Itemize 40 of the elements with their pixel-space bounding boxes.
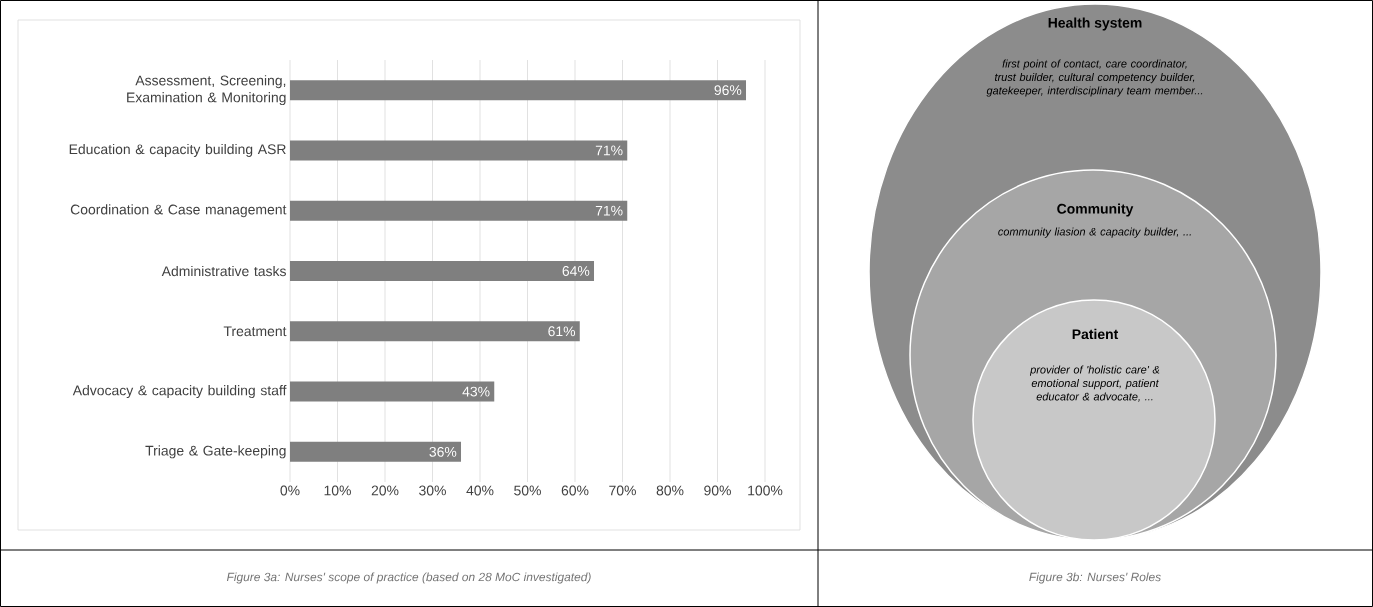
bar — [290, 200, 628, 221]
bar — [290, 261, 594, 281]
bar — [290, 441, 461, 462]
bar — [290, 321, 580, 342]
x-tick-label: 50% — [514, 485, 541, 496]
y-tick-label: Assessment, Screening, Examination & Monitoring — [127, 75, 286, 106]
x-tick-label: 80% — [656, 485, 684, 496]
x-tick-label: 90% — [704, 485, 731, 496]
bar — [290, 381, 495, 402]
data-label: 64% — [562, 266, 590, 276]
y-tick-label: Triage & Gate-keeping — [145, 445, 286, 459]
caption: Figure 3a: Nurses' scope of practice (based on 28 MoC investigated) — [226, 572, 591, 584]
data-label: 43% — [462, 386, 490, 397]
x-tick-label: 20% — [371, 485, 399, 496]
data-label: 61% — [548, 326, 576, 337]
x-tick-label: 100% — [748, 485, 783, 496]
y-tick-label: Administrative tasks — [161, 265, 286, 277]
text: community liasion & capacity builder, ... — [998, 227, 1191, 238]
bar — [290, 140, 628, 161]
y-tick-label: Education & capacity building ASR — [69, 143, 286, 157]
x-tick-label: 10% — [324, 485, 351, 496]
y-tick-label: Treatment — [223, 326, 287, 337]
x-tick-label: 0% — [280, 485, 300, 496]
text: Patient — [1072, 328, 1119, 340]
text: first point of contact, care coordinator, trust builder, cultural competency builder, gatekeeper, interdisciplinary team member... — [986, 59, 1203, 97]
x-tick-label: 70% — [609, 485, 636, 496]
y-tick-label: Advocacy & capacity building staff — [72, 385, 287, 399]
caption: Figure 3b: Nurses' Roles — [1029, 572, 1161, 584]
data-label: 71% — [595, 205, 623, 216]
bar — [290, 80, 746, 101]
text: provider of 'holistic care' & emotional support, patient educator & advocate, ... — [1029, 365, 1160, 402]
data-label: 96% — [714, 85, 742, 96]
data-label: 36% — [429, 446, 457, 457]
x-tick-label: 40% — [466, 485, 494, 496]
text: Health system — [1048, 17, 1142, 31]
text: Community — [1057, 203, 1134, 217]
y-tick-label: Coordination & Case management — [70, 204, 287, 218]
x-tick-label: 60% — [561, 485, 589, 496]
data-label: 71% — [595, 145, 623, 156]
x-tick-label: 30% — [419, 485, 446, 496]
